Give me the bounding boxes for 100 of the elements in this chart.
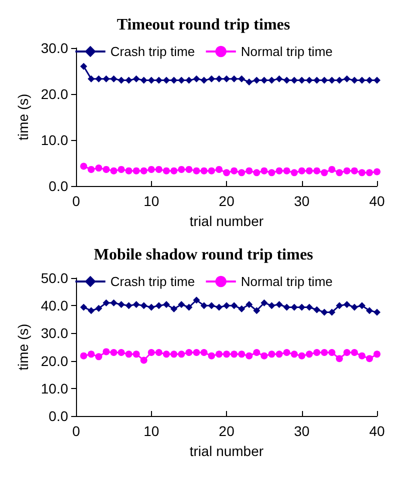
point [336,76,343,84]
point [192,296,200,304]
point [343,167,350,174]
y-tick-label: 20.0 [40,86,68,102]
point [162,167,170,174]
point [192,349,200,356]
point [102,75,110,82]
x-tick-label: 10 [144,193,160,209]
point [170,305,178,312]
point [132,300,140,308]
point [216,304,223,311]
point [290,304,298,311]
chart-title: Timeout round trip times [116,16,290,34]
point [80,304,88,311]
point [253,349,260,356]
point [268,350,276,358]
y-tick-label: 0.0 [48,408,68,424]
point [185,304,192,311]
point [216,350,223,358]
x-tick-label: 20 [218,423,235,439]
point [276,350,283,358]
legend-label: Normal trip time [240,274,333,289]
point [148,349,155,356]
point [306,167,313,174]
point [350,167,358,174]
point [336,302,343,310]
point [200,302,208,310]
point [298,167,306,174]
x-tick-label: 0 [72,423,80,439]
point [366,169,373,176]
point [102,299,110,306]
point [320,308,328,316]
point [110,75,118,82]
point [88,75,95,82]
point [253,76,260,84]
point [320,169,328,176]
y-tick-label: 40.0 [40,298,68,314]
point [374,168,380,176]
x-tick-label: 20 [218,193,235,209]
point [155,166,162,173]
point [110,349,118,356]
x-axis-title: trial number [190,443,264,459]
point [216,166,223,173]
point [246,300,253,308]
point [276,167,283,174]
point [140,167,148,174]
point [328,166,336,173]
y-tick-label: 30.0 [40,325,68,342]
point [125,350,132,358]
point [102,166,110,173]
point [320,349,328,356]
point [192,167,200,174]
y-tick-label: 10.0 [40,132,68,148]
point [110,167,118,174]
y-tick-label: 30.0 [40,40,68,56]
point [366,355,373,362]
point [238,169,246,176]
point [343,300,350,308]
point [253,169,260,176]
point [162,350,170,358]
point [343,75,350,82]
point [268,169,276,176]
point [268,76,276,84]
x-tick-label: 30 [294,193,310,209]
chart-title: Mobile shadow round trip times [94,246,314,264]
point [223,75,230,82]
point [230,167,238,174]
point [253,307,260,314]
point [140,356,148,364]
point [358,302,366,310]
point [148,76,155,84]
point [155,349,162,356]
point [80,62,88,70]
point [223,302,230,310]
point [200,76,208,84]
x-axis-title: trial number [190,213,264,229]
y-tick-label: 20.0 [40,352,68,369]
x-tick-label: 40 [369,423,385,439]
point [268,302,276,310]
point [313,76,320,84]
point [276,75,283,82]
point [358,76,366,84]
point [162,76,170,84]
point [306,304,313,311]
point [223,169,230,176]
point [185,166,192,173]
x-tick-label: 10 [144,423,160,439]
point [178,300,185,308]
legend-label: Crash trip time [110,44,195,59]
point [170,350,178,358]
point [110,299,118,306]
point [238,305,246,312]
point [343,349,350,356]
point [298,352,306,360]
point [178,76,185,84]
point [260,167,268,174]
point [230,75,238,82]
point [260,352,268,360]
point [88,307,95,314]
legend-label: Crash trip time [110,274,195,289]
